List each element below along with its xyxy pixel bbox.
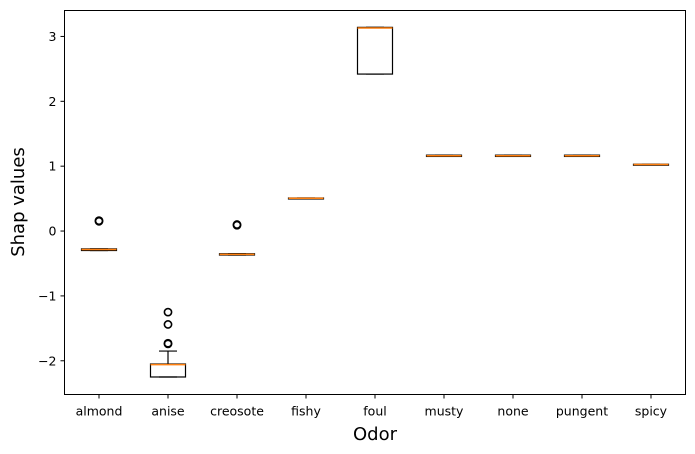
- y-tick-label: −2: [38, 353, 56, 368]
- box-body: [356, 26, 394, 75]
- x-tick-label-creosote: creosote: [210, 404, 264, 419]
- box-anise: [149, 307, 187, 378]
- x-tick-label-pungent: pungent: [556, 404, 608, 419]
- outlier-point: [163, 320, 173, 329]
- box-musty: [425, 154, 463, 158]
- y-axis: 3 2 1 0 −1 −2: [38, 29, 65, 368]
- outlier-point: [163, 307, 173, 317]
- y-tick-label: 3: [49, 29, 57, 44]
- outlier-point: [163, 339, 173, 349]
- y-tick-label: 0: [49, 224, 57, 239]
- y-tick-label: 1: [49, 159, 57, 174]
- x-axis-label: Odor: [353, 424, 398, 445]
- x-tick-label-none: none: [497, 404, 528, 419]
- x-tick-label-spicy: spicy: [635, 404, 668, 419]
- x-tick-label-musty: musty: [425, 404, 465, 419]
- y-tick-label: −1: [38, 288, 56, 303]
- outlier-point: [232, 220, 242, 229]
- box-fishy: [287, 197, 325, 200]
- plot-area-frame: [64, 10, 686, 395]
- x-tick-label-fishy: fishy: [291, 404, 321, 419]
- plot-marks: [80, 26, 670, 378]
- box-spicy: [632, 163, 670, 166]
- box-foul: [356, 26, 394, 75]
- box-body: [149, 363, 187, 378]
- box-almond: [80, 216, 118, 252]
- box-pungent: [563, 154, 601, 158]
- outlier-point: [94, 216, 104, 226]
- box-creosote: [218, 220, 256, 256]
- x-axis: almond anise creosote fishy foul musty none pun…: [76, 394, 668, 419]
- x-tick-label-anise: anise: [151, 404, 185, 419]
- x-tick-label-almond: almond: [76, 404, 123, 419]
- box-none: [494, 154, 532, 158]
- y-axis-label: Shap values: [8, 147, 29, 257]
- x-tick-label-foul: foul: [363, 404, 386, 419]
- y-tick-label: 2: [49, 94, 57, 109]
